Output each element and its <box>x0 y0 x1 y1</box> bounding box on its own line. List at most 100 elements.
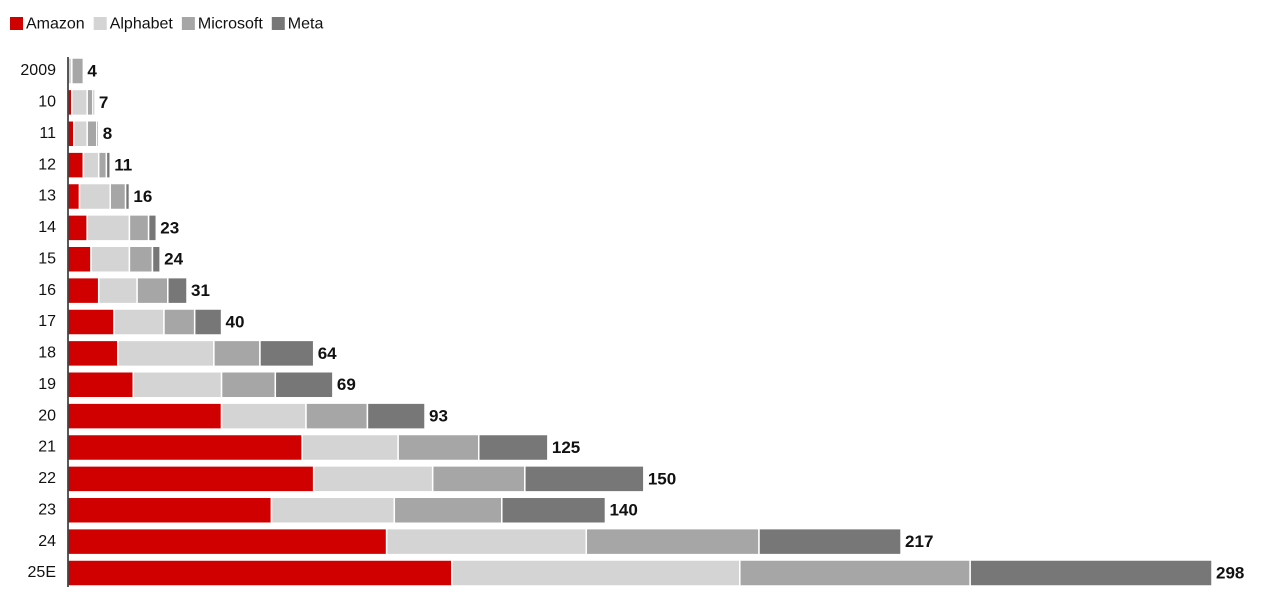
legend-swatch <box>181 17 195 30</box>
legend-swatch <box>271 17 285 30</box>
bar-segment <box>71 57 85 85</box>
bar-segment <box>136 276 169 305</box>
bar-segment <box>128 245 154 273</box>
bar-segment <box>132 371 223 399</box>
total-label: 4 <box>87 61 97 80</box>
bar-segment <box>67 182 81 211</box>
bar-segment <box>67 465 315 493</box>
bar-segment <box>151 245 161 273</box>
y-tick-label: 23 <box>38 501 56 518</box>
bar-segment <box>97 276 138 305</box>
bar-segment <box>128 214 150 242</box>
y-tick-label: 2009 <box>20 62 56 79</box>
bar-segment <box>301 433 399 462</box>
bar-segment <box>312 465 434 493</box>
bar-segment <box>259 339 315 368</box>
y-tick-label: 17 <box>38 313 56 330</box>
bar-segment <box>67 433 303 462</box>
y-tick-label: 12 <box>38 156 56 173</box>
bar-segment <box>501 496 607 524</box>
bar-segment <box>67 402 223 430</box>
bar-segment <box>67 120 75 148</box>
y-tick-label: 21 <box>38 439 56 456</box>
y-tick-label: 15 <box>38 250 56 267</box>
bar-segment <box>431 465 526 493</box>
bar-segment <box>366 402 426 430</box>
total-label: 8 <box>103 124 112 143</box>
y-tick-label: 16 <box>38 282 56 299</box>
legend-label: Meta <box>288 16 324 33</box>
bar-segment <box>67 339 119 368</box>
bar-segment <box>113 308 165 336</box>
bar-segment <box>82 151 100 179</box>
bar-segment <box>117 339 215 368</box>
bar-segment <box>92 88 96 117</box>
bar-segment <box>96 120 100 148</box>
bar-segment <box>109 182 127 211</box>
bar-segment <box>147 214 158 242</box>
total-label: 298 <box>1216 563 1244 582</box>
total-label: 150 <box>648 469 676 488</box>
bar-segment <box>67 496 273 524</box>
y-tick-label: 22 <box>38 470 56 487</box>
legend-label: Alphabet <box>110 16 174 33</box>
bar-segment <box>213 339 261 368</box>
legend-label: Microsoft <box>198 16 263 33</box>
bar-segment <box>67 559 453 587</box>
y-tick-label: 24 <box>38 533 56 550</box>
y-tick-label: 14 <box>38 219 56 236</box>
total-label: 31 <box>191 281 210 300</box>
total-label: 140 <box>609 501 637 520</box>
legend-label: Amazon <box>26 16 85 33</box>
bar-segment <box>67 245 92 273</box>
bar-segment <box>90 245 131 273</box>
total-label: 23 <box>160 218 179 237</box>
bar-segment <box>78 182 111 211</box>
bar-segment <box>86 214 131 242</box>
bar-segment <box>67 151 85 179</box>
y-tick-label: 10 <box>38 94 56 111</box>
y-tick-label: 25E <box>28 564 56 581</box>
bar-segment <box>67 308 115 336</box>
bar-segment <box>67 214 88 242</box>
bar-segment <box>451 559 741 587</box>
y-tick-label: 20 <box>38 407 56 424</box>
legend-swatch <box>93 17 107 30</box>
legend-swatch <box>10 17 23 30</box>
bar-segment <box>86 88 94 117</box>
total-label: 24 <box>164 250 183 269</box>
bar-segment <box>163 308 196 336</box>
bar-segment <box>758 527 902 556</box>
bar-segment <box>397 433 480 462</box>
y-tick-label: 11 <box>39 125 56 142</box>
total-label: 64 <box>318 344 337 363</box>
bar-segment <box>67 371 135 399</box>
bar-segment <box>524 465 645 493</box>
bar-segment <box>393 496 503 524</box>
y-tick-label: 19 <box>38 376 56 393</box>
total-label: 93 <box>429 407 448 426</box>
bar-segment <box>739 559 971 587</box>
bar-segment <box>167 276 188 305</box>
total-label: 217 <box>905 532 933 551</box>
total-label: 125 <box>552 438 580 457</box>
bar-segment <box>274 371 334 399</box>
bar-segment <box>478 433 549 462</box>
bar-segment <box>220 402 307 430</box>
y-tick-label: 18 <box>38 345 56 362</box>
bar-segment <box>969 559 1213 587</box>
bar-segment <box>67 276 100 305</box>
bar-segment <box>193 308 223 336</box>
bar-segment <box>67 527 388 556</box>
total-label: 40 <box>226 312 245 331</box>
bar-segment <box>71 88 88 117</box>
bar-segment <box>270 496 396 524</box>
total-label: 7 <box>99 93 108 112</box>
total-label: 11 <box>114 156 132 175</box>
bar-segment <box>124 182 131 211</box>
total-label: 69 <box>337 375 356 394</box>
y-tick-label: 13 <box>38 188 56 205</box>
bar-segment <box>305 402 369 430</box>
bar-segment <box>73 120 88 148</box>
